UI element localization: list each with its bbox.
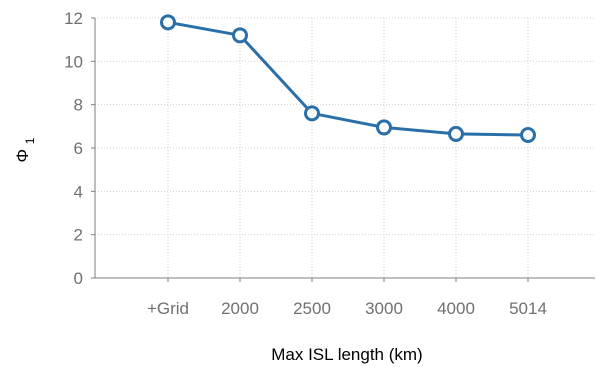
y-tick-labels: 0 2 4 6 8 10 12 (64, 9, 83, 288)
series (160, 14, 536, 143)
x-tick-label: 2000 (221, 299, 259, 318)
data-point (376, 119, 392, 136)
x-tick-label: 3000 (365, 299, 403, 318)
x-tick-label: 5014 (509, 299, 547, 318)
x-tick-labels: +Grid 2000 2500 3000 4000 5014 (147, 299, 547, 318)
y-axis-title-main: Φ (13, 149, 32, 163)
y-tick-label: 0 (74, 269, 83, 288)
x-tick-label: +Grid (147, 299, 189, 318)
x-tick-label: 2500 (293, 299, 331, 318)
y-axis-title: Φ 1 (13, 137, 37, 162)
y-tick-label: 2 (74, 226, 83, 245)
y-tick-label: 4 (74, 182, 83, 201)
y-tick-label: 8 (74, 96, 83, 115)
y-tick-label: 6 (74, 139, 83, 158)
data-point (304, 105, 320, 122)
y-axis-title-group: Φ 1 (13, 137, 37, 162)
y-tick-label: 10 (64, 52, 83, 71)
data-point (232, 27, 248, 44)
x-axis-title: Max ISL length (km) (271, 345, 422, 364)
x-tick-label: 4000 (437, 299, 475, 318)
series-line (167, 20, 529, 137)
y-tick-label: 12 (64, 9, 83, 28)
gridlines (91, 17, 595, 282)
data-point (448, 125, 464, 142)
axes (94, 18, 595, 279)
data-point (520, 127, 536, 143)
data-point (160, 14, 176, 31)
y-axis-title-subscript: 1 (23, 137, 37, 144)
